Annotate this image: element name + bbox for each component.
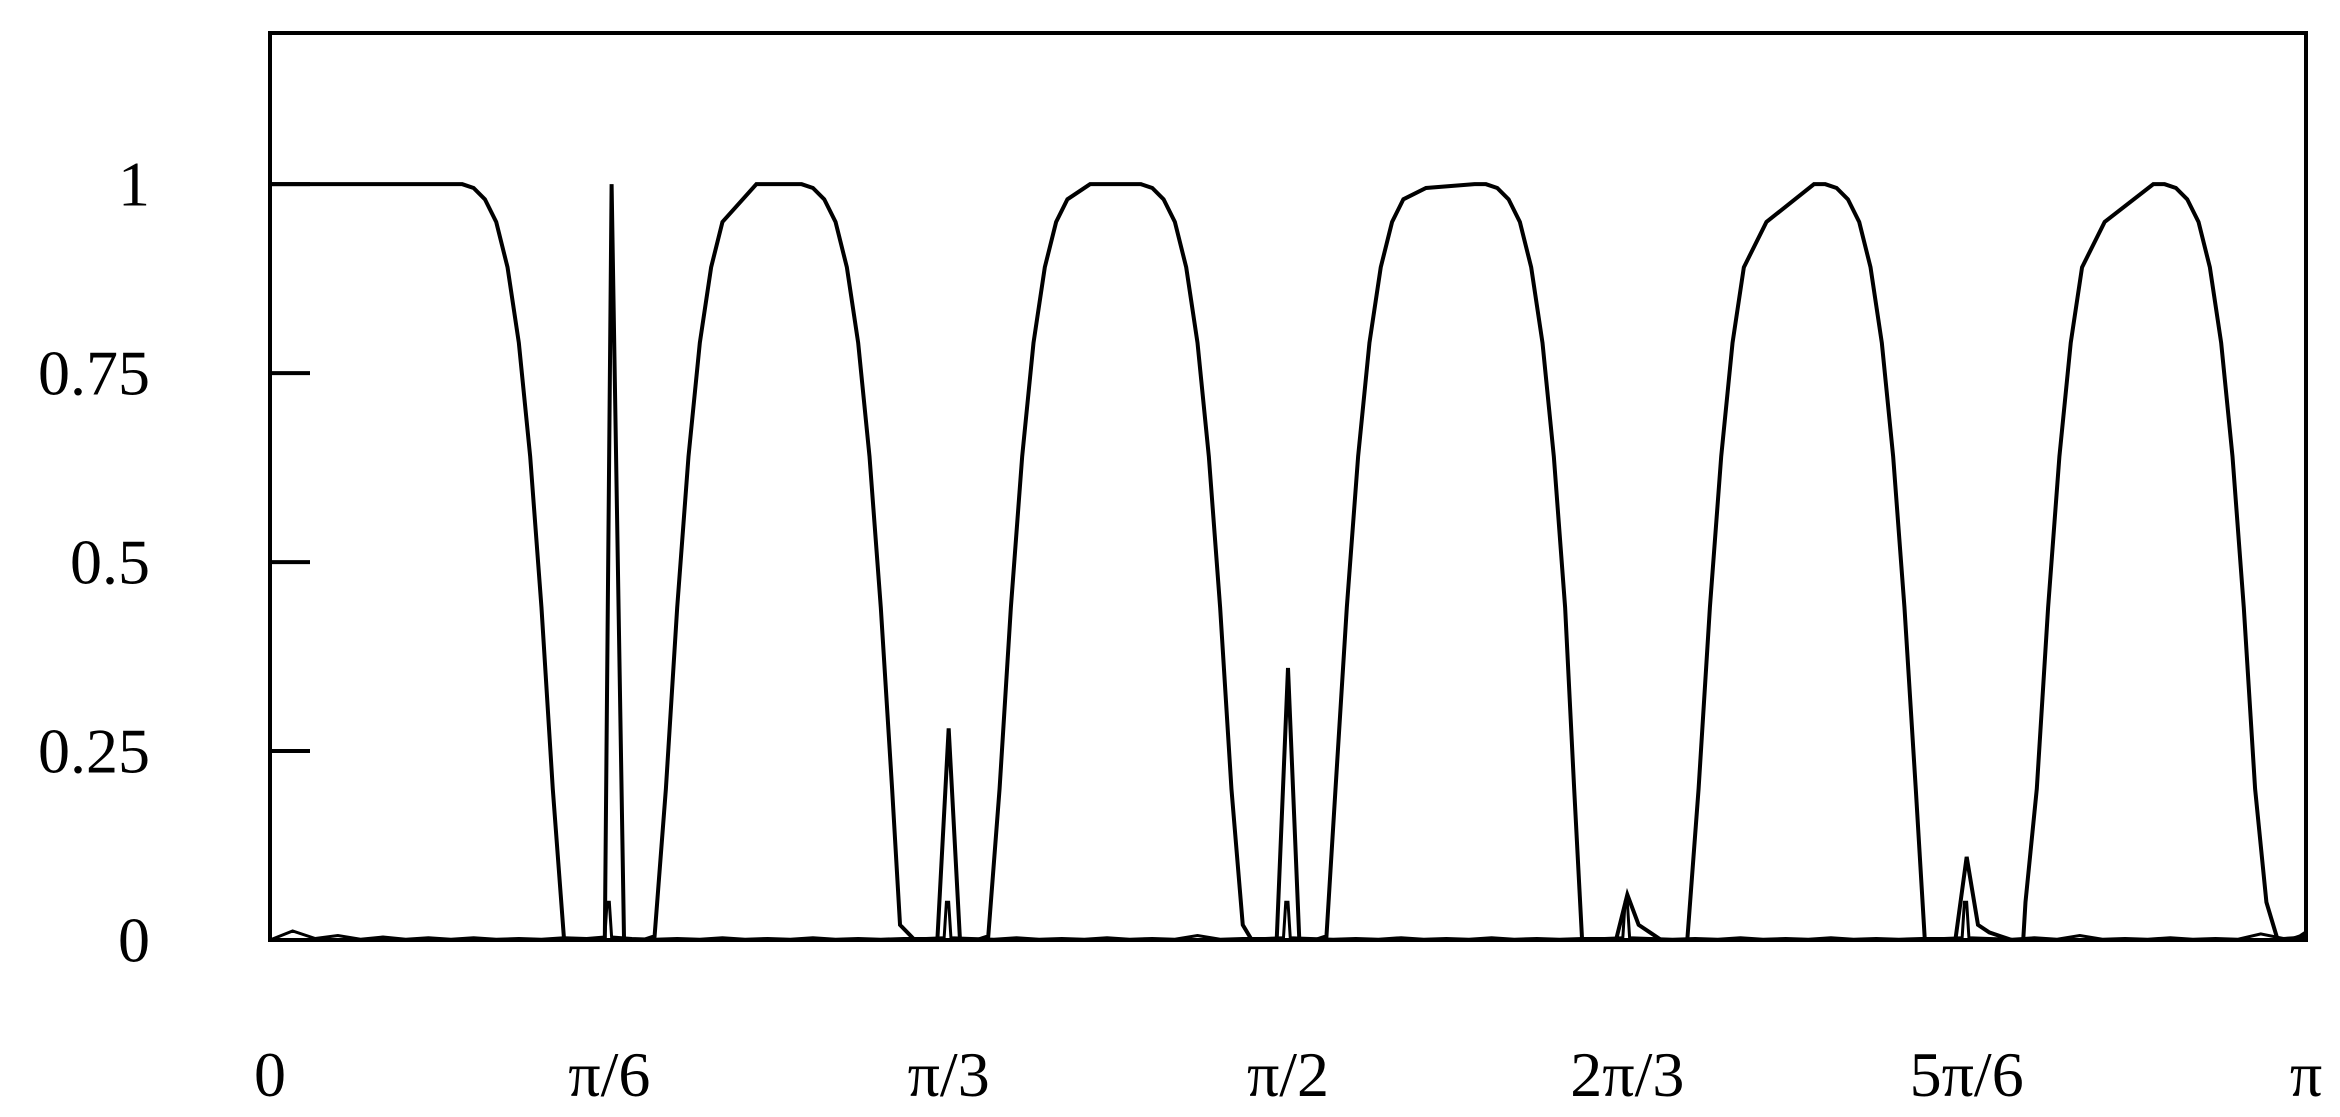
y-tick-label-4: 1: [118, 149, 150, 220]
x-tick-label-3: π/2: [1247, 1039, 1329, 1110]
plot-frame: [268, 31, 2308, 942]
x-tick-label-1: π/6: [568, 1039, 650, 1110]
y-tick-label-1: 0.25: [38, 716, 150, 787]
x-tick-label-5: 5π/6: [1910, 1039, 2024, 1110]
x-tick-label-6: π: [2290, 1039, 2322, 1110]
y-tick-label-3: 0.75: [38, 338, 150, 409]
series-line-1: [269, 900, 2307, 942]
x-tick-label-4: 2π/3: [1570, 1039, 1684, 1110]
x-tick-label-0: 0: [254, 1039, 286, 1110]
series-layer: [269, 182, 2308, 942]
series-line-0: [270, 182, 2308, 942]
ticks-layer: [270, 182, 310, 942]
y-tick-label-2: 0.5: [70, 527, 150, 598]
labels-layer: 0 0.25 0.5 0.75 1 0 π/6 π/3 π/2 2π/3 5π/6 π: [38, 149, 2322, 1110]
x-tick-label-2: π/3: [908, 1039, 990, 1110]
y-tick-label-0: 0: [118, 905, 150, 976]
